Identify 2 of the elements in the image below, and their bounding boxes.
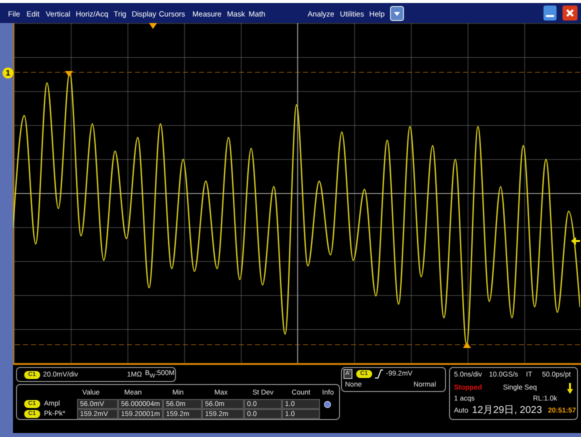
- text: 1: [2, 68, 14, 78]
- text: 12月29日, 2023: [472, 405, 542, 416]
